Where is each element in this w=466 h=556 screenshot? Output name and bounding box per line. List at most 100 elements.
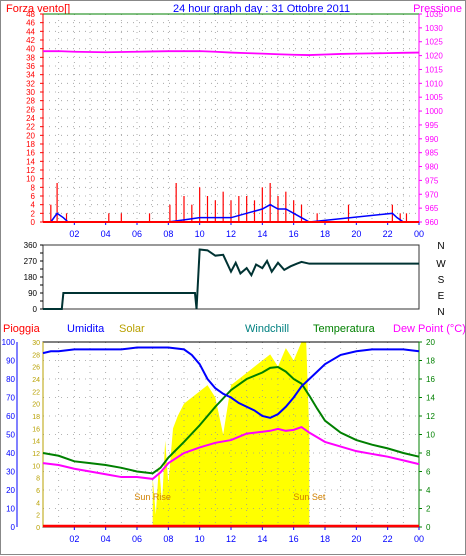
x-tick-label: 18 xyxy=(320,229,330,239)
pressure-tick-label: 1015 xyxy=(425,65,443,74)
solar-tick-label: 24 xyxy=(32,377,40,384)
solar-legend: Solar xyxy=(119,323,145,335)
solar-tick-label: 8 xyxy=(36,476,40,483)
wind-tick-label: 4 xyxy=(31,201,36,210)
humidity-tick-label: 50 xyxy=(6,431,15,440)
x-tick-label: 00 xyxy=(414,229,424,239)
pressure-tick-label: 1005 xyxy=(425,93,443,102)
direction-tick-label: 360 xyxy=(24,241,38,250)
x-tick-label: 10 xyxy=(195,229,205,239)
x-tick-label: 12 xyxy=(226,534,236,544)
x-tick-label: 14 xyxy=(257,229,267,239)
sunrise-label: Sun Rise xyxy=(134,492,171,502)
humidity-legend: Umidita xyxy=(67,323,105,335)
solar-area xyxy=(152,342,310,527)
x-tick-label: 04 xyxy=(101,229,111,239)
pressure-tick-label: 980 xyxy=(425,163,439,172)
pressure-tick-label: 1030 xyxy=(425,24,443,33)
pressure-tick-label: 1010 xyxy=(425,79,443,88)
solar-tick-label: 6 xyxy=(36,488,40,495)
temp-tick-label: 10 xyxy=(426,431,435,440)
temp-tick-label: 2 xyxy=(426,505,431,514)
x-tick-label: 22 xyxy=(383,229,393,239)
x-tick-label: 08 xyxy=(163,229,173,239)
wind-tick-label: 34 xyxy=(26,71,35,80)
solar-tick-label: 30 xyxy=(32,340,40,347)
x-tick-label: 06 xyxy=(132,229,142,239)
wind-tick-label: 16 xyxy=(26,149,35,158)
x-tick-label: 08 xyxy=(163,534,173,544)
direction-panel-frame xyxy=(42,244,420,310)
direction-tick-label: 270 xyxy=(24,257,38,266)
x-tick-label: 16 xyxy=(289,229,299,239)
x-tick-label: 20 xyxy=(351,229,361,239)
pressure-tick-label: 995 xyxy=(425,121,439,130)
wind-tick-label: 32 xyxy=(26,79,35,88)
compass-label: N xyxy=(437,307,444,318)
compass-label: W xyxy=(436,259,446,270)
compass-label: S xyxy=(438,275,445,286)
sunset-label: Sun Set xyxy=(293,492,326,502)
wind-tick-label: 36 xyxy=(26,62,35,71)
wind-tick-label: 28 xyxy=(26,97,35,106)
pressure-tick-label: 960 xyxy=(425,218,439,227)
temp-tick-label: 14 xyxy=(426,394,435,403)
solar-tick-label: 20 xyxy=(32,402,40,409)
dewpoint-legend: Dew Point (°C) xyxy=(393,323,466,335)
direction-tick-label: 180 xyxy=(24,273,38,282)
humidity-tick-label: 70 xyxy=(6,394,15,403)
direction-tick-label: 90 xyxy=(28,289,37,298)
temperature-line xyxy=(42,365,420,475)
humidity-tick-label: 60 xyxy=(6,412,15,421)
wind-tick-label: 38 xyxy=(26,53,35,62)
temp-tick-label: 4 xyxy=(426,486,431,495)
wind-tick-label: 22 xyxy=(26,123,35,132)
wind-tick-label: 18 xyxy=(26,140,35,149)
temp-tick-label: 12 xyxy=(426,412,435,421)
windchill-legend: Windchill xyxy=(245,323,289,335)
wind-tick-label: 2 xyxy=(31,209,36,218)
solar-tick-label: 10 xyxy=(32,463,40,470)
wind-tick-label: 40 xyxy=(26,45,35,54)
solar-tick-label: 0 xyxy=(36,525,40,532)
pressure-tick-label: 1000 xyxy=(425,107,443,116)
direction-tick-label: 0 xyxy=(33,305,38,314)
temp-tick-label: 20 xyxy=(426,338,435,347)
humidity-tick-label: 100 xyxy=(2,338,16,347)
temp-tick-label: 0 xyxy=(426,523,431,532)
pressure-tick-label: 975 xyxy=(425,176,439,185)
humidity-tick-label: 10 xyxy=(6,505,15,514)
x-tick-label: 20 xyxy=(351,534,361,544)
wind-axis-label: Forza vento[] xyxy=(6,3,70,15)
pressure-tick-label: 970 xyxy=(425,190,439,199)
solar-tick-label: 16 xyxy=(32,426,40,433)
temperature-humidity-panel: 0102030405060708090100024681012141618202… xyxy=(2,338,436,544)
humidity-tick-label: 40 xyxy=(6,449,15,458)
wind-direction-line xyxy=(43,248,419,310)
x-tick-label: 16 xyxy=(289,534,299,544)
x-tick-label: 02 xyxy=(69,229,79,239)
wind-tick-label: 24 xyxy=(26,114,35,123)
solar-tick-label: 18 xyxy=(32,414,40,421)
pressure-tick-label: 1020 xyxy=(425,52,443,61)
x-tick-label: 12 xyxy=(226,229,236,239)
pressure-tick-label: 1035 xyxy=(425,10,443,19)
temperature-legend: Temperatura xyxy=(313,323,376,335)
wind-tick-label: 0 xyxy=(31,218,36,227)
solar-tick-label: 28 xyxy=(32,352,40,359)
x-tick-label: 18 xyxy=(320,534,330,544)
wind-tick-label: 26 xyxy=(26,105,35,114)
wind-tick-label: 42 xyxy=(26,36,35,45)
solar-tick-label: 4 xyxy=(36,500,40,507)
x-tick-label: 06 xyxy=(132,534,142,544)
pressure-tick-label: 965 xyxy=(425,204,439,213)
dewpoint-line xyxy=(42,425,420,480)
wind-tick-label: 6 xyxy=(31,192,36,201)
solar-tick-label: 12 xyxy=(32,451,40,458)
solar-tick-label: 2 xyxy=(36,513,40,520)
humidity-tick-label: 30 xyxy=(6,468,15,477)
wind-tick-label: 14 xyxy=(26,157,35,166)
wind-tick-label: 30 xyxy=(26,88,35,97)
